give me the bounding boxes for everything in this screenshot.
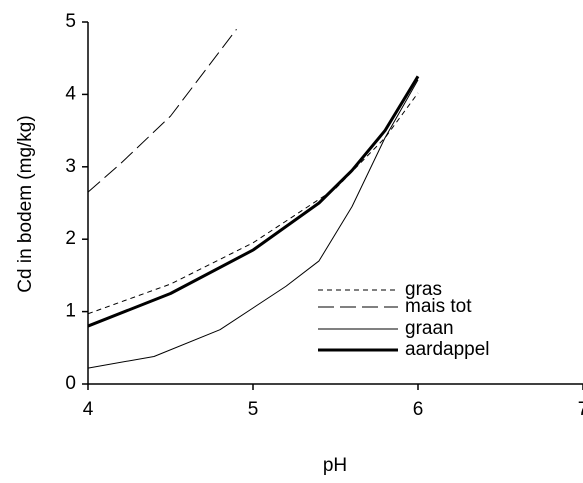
y-axis-label: Cd in bodem (mg/kg): [15, 115, 36, 292]
y-tick-label: 0: [65, 373, 76, 394]
x-tick-label: 4: [83, 399, 94, 420]
x-tick-label: 7: [578, 399, 583, 420]
x-tick-label: 5: [248, 399, 259, 420]
legend-label: mais tot: [405, 296, 472, 317]
legend-label: aardappel: [405, 339, 490, 360]
y-tick-label: 3: [65, 156, 76, 177]
x-tick-label: 6: [413, 399, 424, 420]
y-tick-label: 5: [65, 11, 76, 32]
y-tick-label: 1: [65, 301, 76, 322]
x-axis-label: pH: [323, 455, 347, 476]
y-tick-label: 4: [65, 83, 76, 104]
series-line: [87, 28, 237, 193]
series-line: [87, 92, 419, 315]
series-line: [87, 75, 420, 328]
legend-label: gras: [405, 279, 442, 300]
legend-label: graan: [405, 318, 454, 339]
series-line: [87, 79, 419, 369]
y-tick-label: 2: [65, 228, 76, 249]
